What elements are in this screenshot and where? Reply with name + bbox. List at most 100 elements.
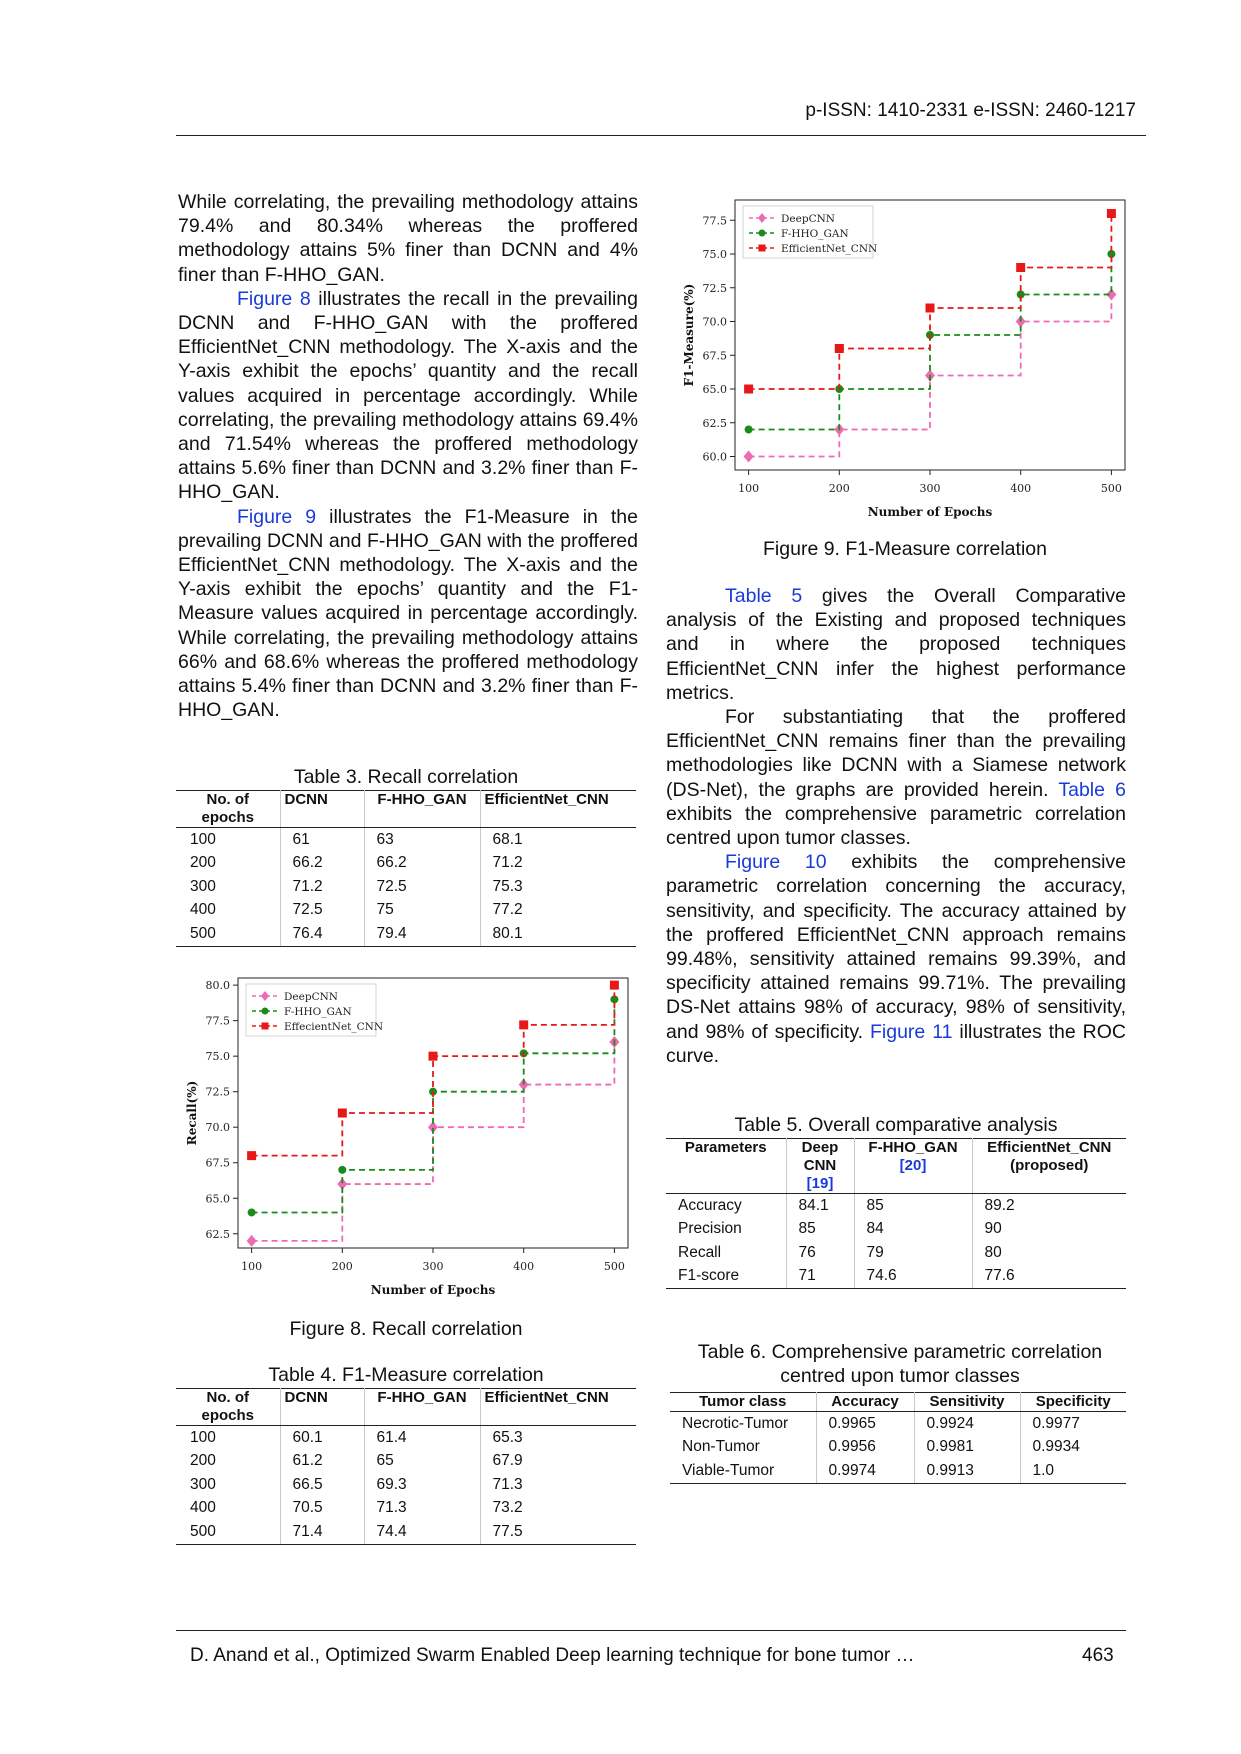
table-cell: 500 bbox=[176, 1520, 280, 1545]
table-cell: 71.2 bbox=[279, 875, 364, 899]
data-point bbox=[744, 425, 753, 434]
table-3-caption: Table 3. Recall correlation bbox=[293, 766, 519, 788]
table-cell: 80 bbox=[971, 1241, 1126, 1265]
col-header: F-HHO_GAN [20] bbox=[853, 1138, 972, 1194]
reference-20-link[interactable]: [20] bbox=[899, 1157, 927, 1174]
table-cell: 85 bbox=[785, 1217, 854, 1241]
table-cell: F1-score bbox=[666, 1264, 786, 1289]
table-row: 200 61.2 65 67.9 bbox=[176, 1449, 636, 1473]
figure-10-link[interactable]: Figure 10 bbox=[725, 851, 827, 874]
x-tick-label: 300 bbox=[920, 482, 941, 495]
y-tick-label: 80.0 bbox=[206, 979, 231, 992]
reference-19-link[interactable]: [19] bbox=[806, 1175, 834, 1192]
y-tick-label: 77.5 bbox=[703, 214, 728, 227]
header-rule bbox=[176, 135, 1146, 136]
table-row: Accuracy 84.1 85 89.2 bbox=[666, 1193, 1126, 1218]
figure-11-link[interactable]: Figure 11 bbox=[870, 1020, 953, 1043]
table-cell: Viable-Tumor bbox=[670, 1459, 816, 1484]
footer-rule bbox=[176, 1630, 1126, 1631]
x-axis-label: Number of Epochs bbox=[868, 505, 993, 519]
legend-marker bbox=[758, 229, 766, 237]
paragraph: While correlating, the prevailing method… bbox=[178, 191, 638, 286]
figure-8-recall-chart: 62.5 65.0 67.5 70.0 72.5 75.0 77.5 80.0 100 200 30… bbox=[185, 977, 629, 1297]
table-cell: 200 bbox=[190, 1452, 216, 1470]
x-tick-label: 100 bbox=[738, 482, 759, 495]
table-cell: 65 bbox=[363, 1449, 480, 1473]
y-tick-label: 70.0 bbox=[703, 316, 728, 329]
figure-9-caption: Figure 9. F1-Measure correlation bbox=[763, 538, 1047, 560]
table-5-link[interactable]: Table 5 bbox=[725, 585, 803, 607]
table-cell: 0.9981 bbox=[913, 1435, 1020, 1459]
table-cell: Non-Tumor bbox=[682, 1438, 760, 1456]
table-cell: 0.9977 bbox=[1019, 1411, 1126, 1436]
x-tick-label: 200 bbox=[829, 482, 850, 495]
x-tick-label: 400 bbox=[513, 1260, 534, 1273]
table-cell: 85 bbox=[853, 1193, 972, 1218]
y-tick-label: 70.0 bbox=[206, 1121, 231, 1134]
figure-9-link[interactable]: Figure 9 bbox=[237, 505, 317, 528]
data-point bbox=[1106, 209, 1116, 218]
col-header: EfficientNet_CNN (proposed) bbox=[971, 1138, 1126, 1194]
table-cell: Recall bbox=[678, 1243, 722, 1261]
table-cell: 71.2 bbox=[479, 851, 636, 875]
table-cell: 100 bbox=[190, 1428, 216, 1446]
table-cell: 66.2 bbox=[363, 851, 480, 875]
table-row: 500 71.4 74.4 77.5 bbox=[176, 1520, 636, 1545]
table-6: Tumor class Accuracy Sensitivity Specifi… bbox=[670, 1392, 1126, 1484]
figure-8-caption: Figure 8. Recall correlation bbox=[289, 1318, 523, 1340]
x-tick-label: 500 bbox=[1101, 482, 1122, 495]
table-cell: 65.3 bbox=[479, 1425, 636, 1450]
table-cell: 70.5 bbox=[279, 1496, 364, 1520]
table-cell: 84.1 bbox=[785, 1193, 854, 1218]
table-cell: 72.5 bbox=[363, 875, 480, 899]
table-cell: 1.0 bbox=[1019, 1459, 1126, 1484]
col-header: EfficientNet_CNN bbox=[479, 1388, 636, 1426]
table-body: Accuracy 84.1 85 89.2 Precision 85 84 90 Recall 7… bbox=[666, 1193, 1126, 1289]
table-body: 100 61 63 68.1 200 66.2 66.2 71.2 300 71.2 72.5 75.… bbox=[176, 827, 636, 947]
table-cell: 67.9 bbox=[479, 1449, 636, 1473]
data-point bbox=[519, 1020, 529, 1030]
data-point bbox=[338, 1165, 347, 1174]
table-row: Non-Tumor 0.9956 0.9981 0.9934 bbox=[670, 1435, 1126, 1459]
y-tick-label: 72.5 bbox=[703, 282, 728, 295]
figure-8-link[interactable]: Figure 8 bbox=[237, 287, 311, 310]
legend-label: F-HHO_GAN bbox=[284, 1006, 352, 1018]
table-cell: 0.9924 bbox=[913, 1411, 1020, 1436]
table-cell: 69.3 bbox=[363, 1473, 480, 1497]
data-point bbox=[1107, 250, 1116, 258]
table-row: Viable-Tumor 0.9974 0.9913 1.0 bbox=[670, 1459, 1126, 1484]
table-cell: 400 bbox=[190, 901, 216, 919]
data-point bbox=[744, 384, 754, 394]
table-cell: 300 bbox=[190, 877, 216, 895]
table-row: 500 76.4 79.4 80.1 bbox=[176, 922, 636, 947]
data-point bbox=[1016, 263, 1026, 272]
y-tick-label: 60.0 bbox=[703, 451, 728, 464]
legend-label: EffecientNet_CNN bbox=[284, 1021, 383, 1033]
y-tick-label: 65.0 bbox=[206, 1192, 231, 1205]
y-tick-label: 72.5 bbox=[206, 1086, 231, 1099]
table-4: No. of epochs DCNN F-HHO_GAN EfficientNe… bbox=[176, 1388, 636, 1545]
table-6-caption: Table 6. Comprehensive parametric correl… bbox=[697, 1341, 1103, 1387]
paragraph: Table 5 gives the Overall Comparative an… bbox=[666, 585, 1126, 704]
y-tick-label: 62.5 bbox=[703, 417, 728, 430]
col-header: F-HHO_GAN bbox=[363, 1388, 480, 1426]
table-cell: 89.2 bbox=[971, 1193, 1126, 1218]
table-row: Recall 76 79 80 bbox=[666, 1241, 1126, 1265]
table-cell: 71.3 bbox=[363, 1496, 480, 1520]
table-cell: 76 bbox=[785, 1241, 854, 1265]
paragraph: For substantiating that the proffered Ef… bbox=[666, 706, 1126, 850]
data-point bbox=[247, 1208, 256, 1217]
paragraph: Figure 8 illustrates the recall in the p… bbox=[178, 287, 638, 504]
table-row: F1-score 71 74.6 77.6 bbox=[666, 1264, 1126, 1289]
table-cell: 0.9934 bbox=[1019, 1435, 1126, 1459]
paragraph: Figure 10 exhibits the comprehensive par… bbox=[666, 851, 1126, 1067]
table-cell: 79 bbox=[853, 1241, 972, 1265]
y-tick-label: 67.5 bbox=[206, 1157, 231, 1170]
journal-issn: p-ISSN: 1410-2331 e-ISSN: 2460-1217 bbox=[805, 100, 1136, 121]
table-body: 100 60.1 61.4 65.3 200 61.2 65 67.9 300 66.5 69.3 7… bbox=[176, 1425, 636, 1545]
table-cell: 74.4 bbox=[363, 1520, 480, 1545]
col-header: Parameters bbox=[666, 1138, 786, 1194]
table-cell: 77.6 bbox=[971, 1264, 1126, 1289]
legend-label: EfficientNet_CNN bbox=[781, 243, 877, 255]
table-6-link[interactable]: Table 6 bbox=[1058, 778, 1126, 801]
